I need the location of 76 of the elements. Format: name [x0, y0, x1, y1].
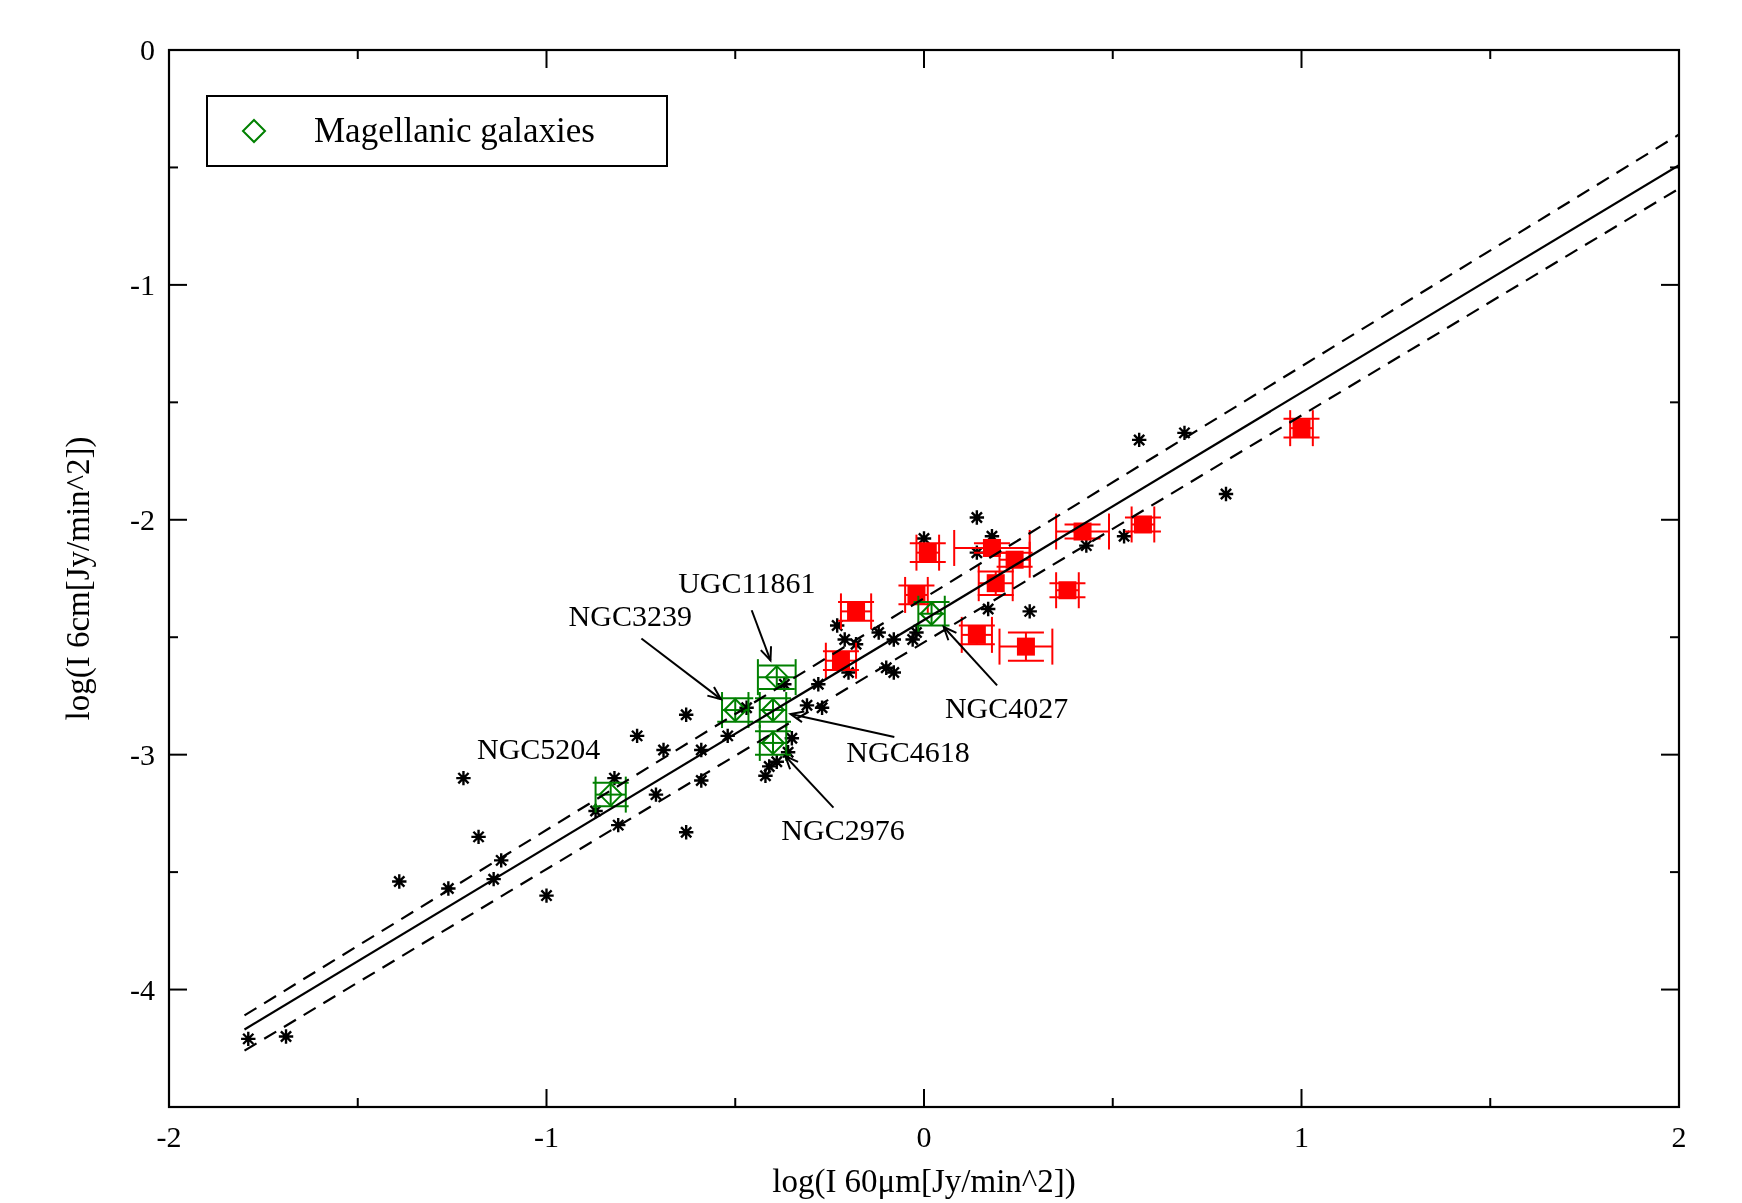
point — [968, 509, 986, 526]
point — [485, 870, 503, 888]
point — [840, 664, 857, 681]
point — [677, 823, 695, 841]
annotation: NGC3239 — [568, 599, 692, 633]
point — [918, 543, 937, 562]
point — [1073, 522, 1092, 541]
point — [836, 631, 854, 648]
point — [919, 601, 944, 626]
point — [692, 772, 710, 789]
point — [1130, 431, 1148, 449]
point — [470, 828, 487, 846]
y-tick-label: -3 — [130, 737, 155, 771]
point — [979, 600, 997, 618]
point — [455, 769, 472, 787]
point — [606, 769, 623, 787]
point — [239, 1030, 257, 1048]
x-tick-label: -2 — [156, 1120, 182, 1153]
point — [757, 767, 774, 785]
point — [870, 624, 888, 641]
point — [1217, 485, 1235, 503]
x-axis-title: log(I 60μm[Jy/min^2]) — [772, 1163, 1076, 1200]
annotation: NGC2976 — [781, 812, 905, 846]
annotation: UGC11861 — [678, 566, 816, 600]
point — [587, 802, 604, 820]
point — [677, 706, 695, 724]
point — [1292, 419, 1311, 438]
point — [655, 741, 672, 759]
point — [390, 873, 408, 890]
point — [798, 696, 816, 714]
annotation: NGC5204 — [477, 731, 601, 765]
point — [1115, 527, 1133, 545]
point — [764, 665, 789, 690]
point — [1016, 637, 1035, 656]
x-tick-label: 1 — [1294, 1120, 1309, 1153]
point — [277, 1028, 295, 1045]
point — [877, 659, 895, 677]
point — [761, 730, 785, 755]
point — [1133, 515, 1152, 534]
point — [967, 625, 986, 644]
y-tick-label: -2 — [130, 502, 155, 536]
annotation: NGC4618 — [846, 735, 970, 769]
point — [1021, 602, 1039, 620]
legend-label: Magellanic galaxies — [314, 111, 595, 150]
point — [738, 699, 755, 717]
x-tick-label: 0 — [916, 1120, 932, 1153]
point — [885, 631, 903, 648]
y-tick-label: 0 — [140, 33, 155, 66]
point — [761, 698, 785, 723]
x-tick-label: -1 — [534, 1120, 559, 1153]
point — [692, 741, 710, 759]
point — [847, 602, 866, 621]
y-axis-title: log(I 6cm[Jy/min^2]) — [60, 436, 97, 721]
point — [538, 887, 555, 904]
point — [647, 786, 665, 803]
point — [1176, 424, 1193, 442]
point — [828, 617, 846, 634]
point — [760, 758, 778, 775]
point — [847, 635, 865, 653]
point — [885, 664, 903, 681]
point — [628, 727, 646, 745]
point — [809, 675, 827, 693]
point — [719, 727, 737, 745]
point — [723, 698, 748, 723]
point — [598, 782, 623, 807]
x-tick-label: 2 — [1671, 1120, 1687, 1153]
point — [908, 624, 925, 641]
annotation: NGC4027 — [944, 690, 1069, 724]
point — [904, 631, 922, 648]
point — [813, 699, 831, 717]
y-tick-label: -1 — [130, 267, 155, 301]
point — [609, 816, 627, 834]
point — [492, 851, 510, 869]
point — [439, 880, 457, 897]
y-tick-label: -4 — [130, 972, 155, 1006]
point — [1058, 581, 1077, 600]
